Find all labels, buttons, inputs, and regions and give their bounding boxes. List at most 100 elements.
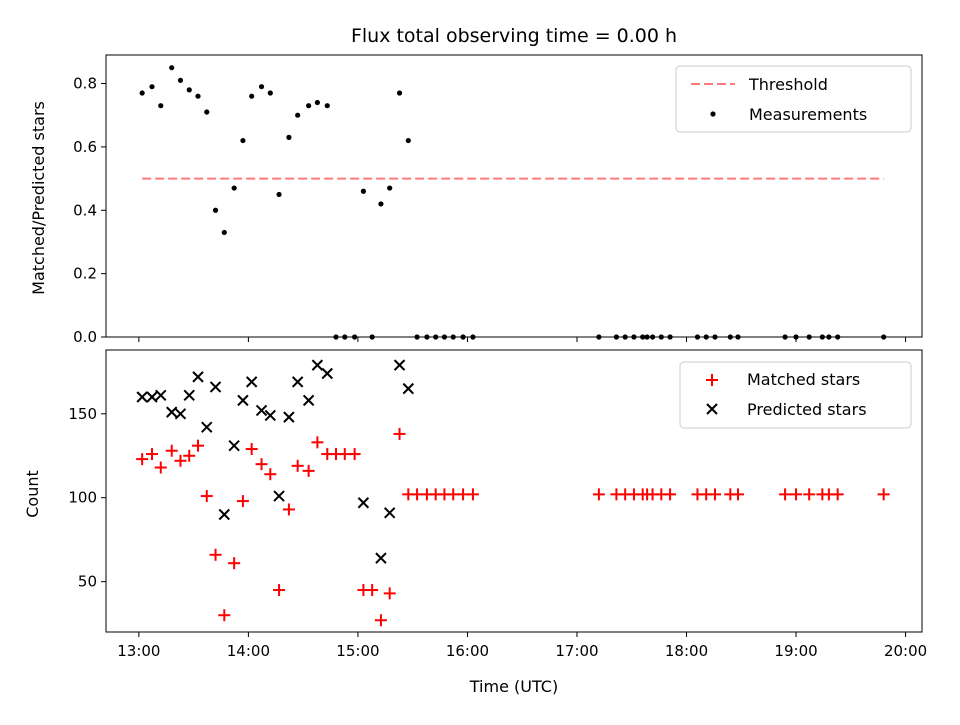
measurement-point <box>881 334 887 340</box>
predicted-stars-point <box>245 376 258 388</box>
bottom-legend-box <box>679 361 912 429</box>
matched-stars-point <box>273 584 286 597</box>
measurement-point <box>352 334 358 340</box>
predicted-stars-point <box>174 408 187 420</box>
matched-stars-point <box>831 488 844 501</box>
matched-stars-point <box>302 464 315 477</box>
x-tick-label: 16:00 <box>446 642 489 660</box>
measurement-point <box>267 90 273 96</box>
x-tick-label: 20:00 <box>884 642 927 660</box>
measurement-point <box>712 334 718 340</box>
top-legend: Threshold Measurements <box>675 65 912 133</box>
legend-matched-label: Matched stars <box>747 370 860 389</box>
measurement-point <box>186 87 192 93</box>
measurement-point <box>258 84 265 90</box>
bottom-y-tick-label: 50 <box>78 573 97 591</box>
predicted-stars-point <box>393 359 406 371</box>
measurement-point <box>694 334 701 340</box>
matched-stars-point <box>200 490 213 503</box>
matched-stars-point <box>154 461 167 474</box>
x-tick-label: 14:00 <box>227 642 270 660</box>
predicted-stars-point <box>302 394 315 407</box>
matched-stars-point <box>393 427 406 440</box>
measurement-point <box>387 185 393 191</box>
measurement-point <box>204 109 210 115</box>
x-tick-label: 15:00 <box>336 642 379 660</box>
measurement-point <box>414 334 420 340</box>
matched-stars-point <box>779 488 792 501</box>
predicted-stars-point <box>166 406 178 418</box>
measurement-point <box>450 334 456 340</box>
legend-matched-swatch <box>706 374 718 386</box>
matched-stars-point <box>174 454 187 467</box>
measurement-point <box>649 334 656 340</box>
matched-stars-point <box>165 444 178 457</box>
measurement-point <box>622 334 628 340</box>
measurement-point <box>835 334 841 340</box>
measurement-point <box>396 90 403 96</box>
top-plot-area: 0.0 0.2 0.4 0.6 0.8 <box>73 54 923 346</box>
legend-threshold-label: Threshold <box>748 75 828 94</box>
measurement-point <box>631 334 637 340</box>
measurement-point <box>735 334 741 340</box>
measurement-point <box>658 334 664 340</box>
legend-measurements-label: Measurements <box>749 105 867 124</box>
legend-measurements-swatch <box>710 111 716 117</box>
matched-stars-point <box>255 458 268 471</box>
predicted-stars-point <box>264 409 277 422</box>
predicted-stars-point <box>357 497 370 509</box>
matched-stars-point <box>209 548 222 561</box>
top-y-tick-label: 0.6 <box>73 138 97 156</box>
measurement-point <box>369 334 375 340</box>
predicted-stars-point <box>146 391 158 403</box>
predicted-stars-point <box>311 359 324 371</box>
predicted-stars-point <box>375 552 387 564</box>
bottom-plot-area: 50 100 150 13:00 14:00 15:00 16:00 17:00 18:00 19… <box>68 349 927 660</box>
measurement-point <box>240 137 246 144</box>
measurement-point <box>703 334 709 340</box>
predicted-stars-point <box>201 421 213 433</box>
bottom-y-axis-label: Count <box>23 470 42 518</box>
matched-stars-point <box>731 488 744 501</box>
predicted-stars-point <box>283 411 295 423</box>
matched-stars-point <box>803 488 816 501</box>
top-y-axis-label: Matched/Predicted stars <box>29 101 48 295</box>
measurement-point <box>149 84 155 90</box>
measurement-point <box>195 93 201 99</box>
matched-stars-point <box>383 587 396 600</box>
bottom-axes-frame <box>105 349 923 633</box>
matched-stars-point <box>282 503 295 516</box>
predicted-stars-point <box>321 367 333 380</box>
top-y-tick-label: 0.8 <box>73 75 97 93</box>
measurement-point <box>342 334 348 340</box>
measurement-point <box>139 90 145 96</box>
predicted-stars-point <box>291 376 304 388</box>
predicted-stars-point <box>273 490 285 502</box>
measurement-point <box>314 99 320 106</box>
measurement-point <box>826 334 832 340</box>
measurement-point <box>378 201 384 207</box>
measurement-point <box>782 334 788 340</box>
measurement-point <box>306 103 312 109</box>
predicted-stars-point <box>228 439 240 452</box>
measurement-point <box>249 93 255 99</box>
bottom-y-tick-label: 100 <box>68 489 97 507</box>
matched-stars-point <box>245 443 258 456</box>
matched-stars-point <box>664 488 677 501</box>
matched-stars-point <box>366 584 379 597</box>
measurement-point <box>169 65 175 71</box>
measurement-point <box>360 188 366 194</box>
measurement-point <box>727 334 733 340</box>
measurement-point <box>793 334 799 340</box>
measurement-point <box>158 103 164 109</box>
matched-stars-point <box>146 448 159 461</box>
measurement-point <box>441 334 448 340</box>
matched-stars-point <box>183 449 196 462</box>
x-axis-label: Time (UTC) <box>469 677 558 696</box>
matched-stars-point <box>374 614 387 627</box>
measurement-point <box>806 334 812 340</box>
measurement-point <box>470 334 476 340</box>
measurement-point <box>286 134 292 140</box>
top-y-tick-label: 0.4 <box>73 201 97 219</box>
matched-stars-point <box>348 448 361 461</box>
